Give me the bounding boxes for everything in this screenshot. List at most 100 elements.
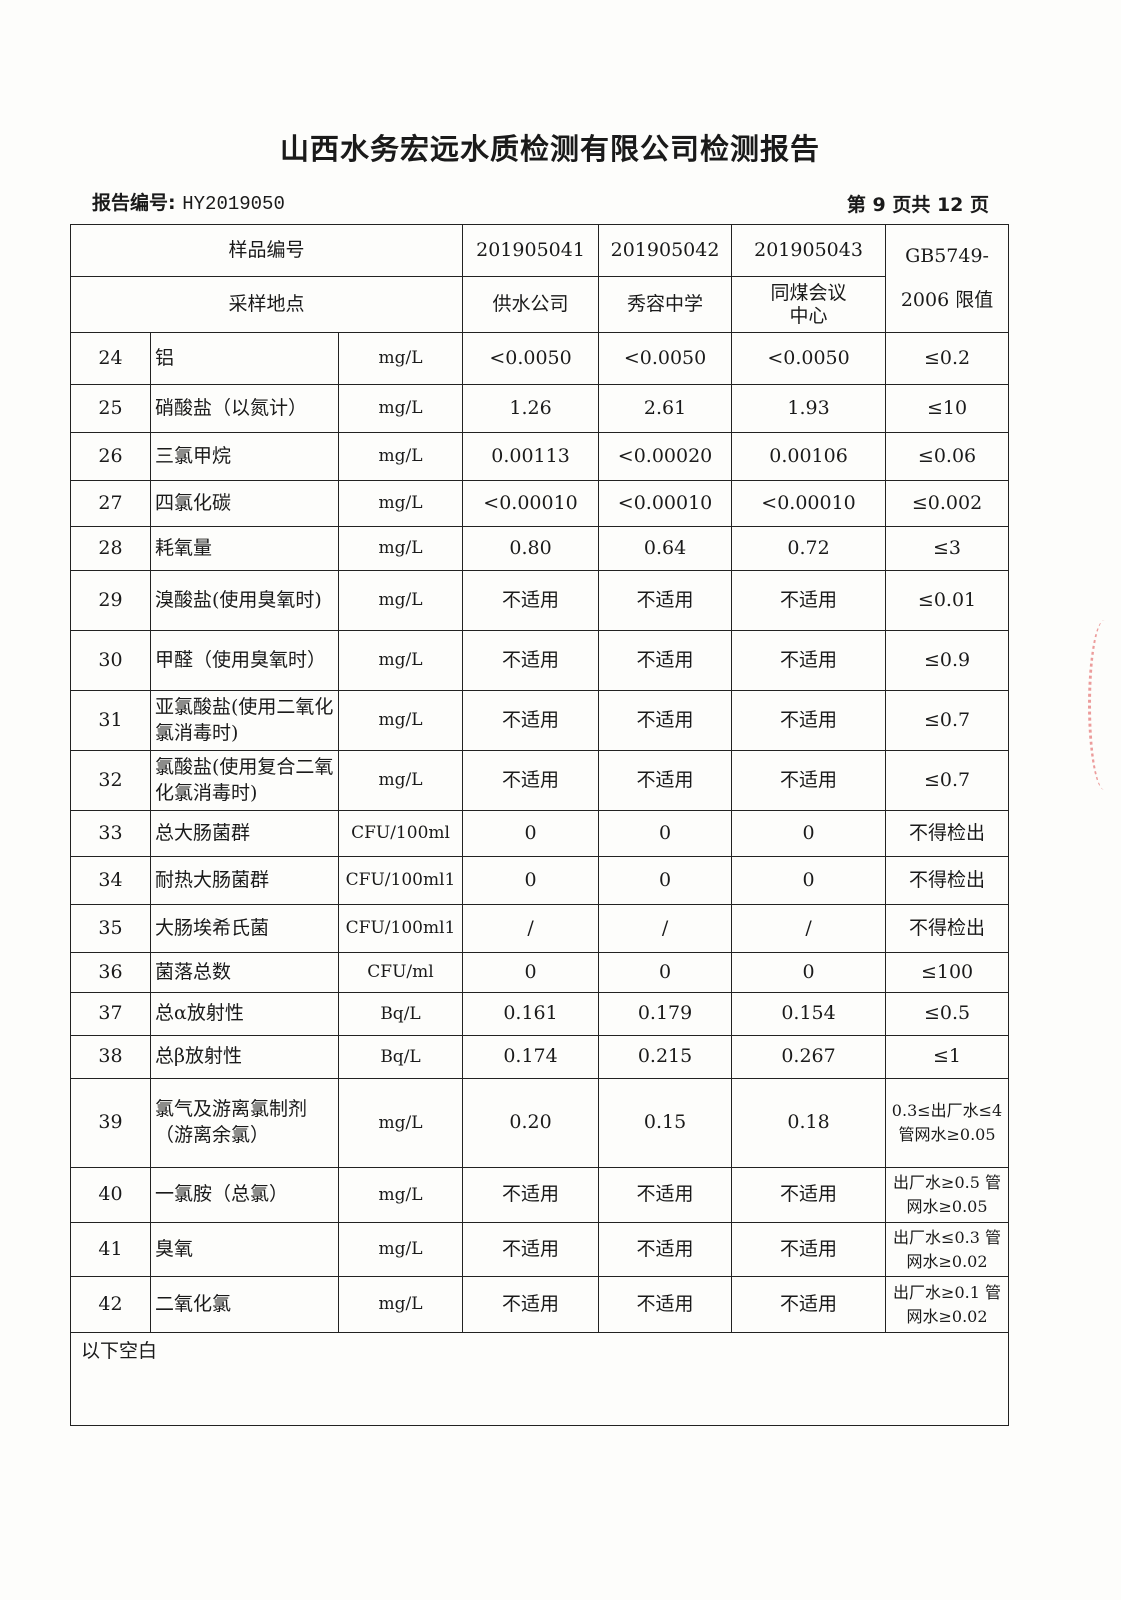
- report-title: 山西水务宏远水质检测有限公司检测报告: [279, 132, 820, 166]
- limit-value: ≤0.2: [885, 332, 1010, 385]
- limit-value: ≤0.06: [885, 432, 1010, 481]
- unit: mg/L: [337, 570, 464, 631]
- result-value: /: [462, 904, 600, 953]
- limit-value: 出厂水≥0.1 管网水≥0.02: [885, 1276, 1010, 1333]
- result-value: 0.18: [731, 1078, 887, 1168]
- site: 供水公司: [462, 276, 600, 333]
- result-value: 0.215: [598, 1035, 733, 1079]
- row-number: 26: [70, 432, 151, 481]
- item-name: 溴酸盐(使用臭氧时): [150, 570, 339, 631]
- limit-value: 不得检出: [885, 856, 1010, 905]
- result-value: /: [731, 904, 887, 953]
- table-row: 26 三氯甲烷 mg/L 0.00113 <0.00020 0.00106 ≤0.06: [70, 432, 1010, 481]
- site-row: 采样地点 供水公司 秀容中学 同煤会议中心: [69, 276, 1009, 333]
- result-value: <0.0050: [731, 332, 887, 385]
- result-value: 0: [731, 856, 887, 905]
- report-number: 报告编号: HY2019050: [92, 188, 285, 215]
- result-value: 不适用: [598, 1276, 733, 1333]
- unit: mg/L: [337, 526, 464, 571]
- row-number: 36: [70, 952, 151, 993]
- sample-no-row: 样品编号 201905041 201905042 201905043 GB574…: [69, 224, 1010, 333]
- result-value: 不适用: [462, 1276, 600, 1333]
- result-value: 0.64: [598, 526, 733, 571]
- unit: mg/L: [337, 630, 464, 691]
- table-row: 35 大肠埃希氏菌 CFU/100ml1// / 不得检出: [70, 904, 1010, 953]
- table-row: 36 菌落总数 CFU/ml 0 0 0 ≤100: [70, 952, 1010, 993]
- site: 秀容中学: [598, 276, 733, 333]
- result-value: 0: [462, 856, 600, 905]
- unit: Bq/L: [337, 1035, 464, 1079]
- unit: mg/L: [337, 750, 464, 811]
- table-row: 27 四氯化碳 mg/L <0.00010 <0.00010 <0.00010 ≤0.002: [70, 480, 1010, 527]
- result-value: 0: [598, 810, 733, 857]
- row-number: 37: [70, 992, 151, 1036]
- result-value: 不适用: [731, 1167, 887, 1223]
- table-row: 37 总α放射性 Bq/L 0.161 0.179 0.154 ≤0.5: [70, 992, 1010, 1036]
- unit: CFU/100ml: [337, 810, 464, 857]
- table-row: 33 总大肠菌群 CFU/100ml 0 0 0 不得检出: [70, 810, 1010, 857]
- item-name: 亚氯酸盐(使用二氧化氯消毒时): [150, 690, 339, 751]
- site: 同煤会议中心: [731, 276, 887, 333]
- table-row: 42 二氧化氯 mg/L 不适用 不适用 不适用 出厂水≥0.1 管网水≥0.02: [70, 1276, 1010, 1333]
- item-name: 耗氧量: [150, 526, 339, 571]
- red-seal-stamp: [1088, 620, 1121, 790]
- result-value: 1.93: [731, 384, 887, 433]
- item-name: 铝: [150, 332, 339, 385]
- standard-header: GB5749- 2006 限值: [885, 224, 1010, 333]
- item-name: 四氯化碳: [150, 480, 339, 527]
- result-value: 不适用: [462, 1222, 600, 1277]
- row-number: 24: [70, 332, 151, 385]
- unit: CFU/ml: [337, 952, 464, 993]
- result-value: 不适用: [598, 1167, 733, 1223]
- result-value: 0: [731, 952, 887, 993]
- table-row: 25 硝酸盐（以氮计） mg/L 1.26 2.61 1.93 ≤10: [70, 384, 1010, 433]
- result-value: 不适用: [731, 630, 887, 691]
- row-number: 33: [70, 810, 151, 857]
- unit: mg/L: [337, 480, 464, 527]
- row-number: 28: [70, 526, 151, 571]
- unit: mg/L: [337, 690, 464, 751]
- row-number: 38: [70, 1035, 151, 1079]
- result-value: 不适用: [462, 1167, 600, 1223]
- sample-no-label: 样品编号: [69, 224, 464, 277]
- item-name: 臭氧: [150, 1222, 339, 1277]
- result-value: 0: [731, 810, 887, 857]
- result-value: 0.174: [462, 1035, 600, 1079]
- result-value: <0.0050: [462, 332, 600, 385]
- limit-value: ≤0.9: [885, 630, 1010, 691]
- sample-no: 201905042: [598, 224, 733, 277]
- result-value: 不适用: [598, 630, 733, 691]
- limit-value: ≤1: [885, 1035, 1010, 1079]
- result-value: 0: [462, 952, 600, 993]
- result-value: 0.15: [598, 1078, 733, 1168]
- item-name: 硝酸盐（以氮计）: [150, 384, 339, 433]
- result-value: 不适用: [598, 690, 733, 751]
- unit: mg/L: [337, 1078, 464, 1168]
- unit: mg/L: [337, 1222, 464, 1277]
- result-value: <0.00010: [462, 480, 600, 527]
- unit: mg/L: [337, 1167, 464, 1223]
- result-value: 0.161: [462, 992, 600, 1036]
- unit: CFU/100ml1: [337, 904, 464, 953]
- row-number: 32: [70, 750, 151, 811]
- row-number: 25: [70, 384, 151, 433]
- result-value: 0: [598, 952, 733, 993]
- limit-value: 不得检出: [885, 904, 1010, 953]
- unit: mg/L: [337, 332, 464, 385]
- row-number: 34: [70, 856, 151, 905]
- item-name: 二氧化氯: [150, 1276, 339, 1333]
- standard-line1: GB5749-: [905, 244, 989, 267]
- result-value: 不适用: [731, 570, 887, 631]
- limit-value: ≤0.7: [885, 690, 1010, 751]
- result-value: 不适用: [462, 690, 600, 751]
- table-row: 34 耐热大肠菌群 CFU/100ml1 0 0 0 不得检出: [70, 856, 1010, 905]
- item-name: 氯酸盐(使用复合二氧化氯消毒时): [150, 750, 339, 811]
- result-value: 不适用: [731, 1276, 887, 1333]
- limit-value: ≤0.7: [885, 750, 1010, 811]
- item-name: 总大肠菌群: [150, 810, 339, 857]
- row-number: 40: [70, 1167, 151, 1223]
- table-row: 40 一氯胺（总氯） mg/L 不适用 不适用 不适用 出厂水≥0.5 管网水≥0.05: [70, 1167, 1010, 1223]
- row-number: 30: [70, 630, 151, 691]
- unit: Bq/L: [337, 992, 464, 1036]
- item-name: 总α放射性: [150, 992, 339, 1036]
